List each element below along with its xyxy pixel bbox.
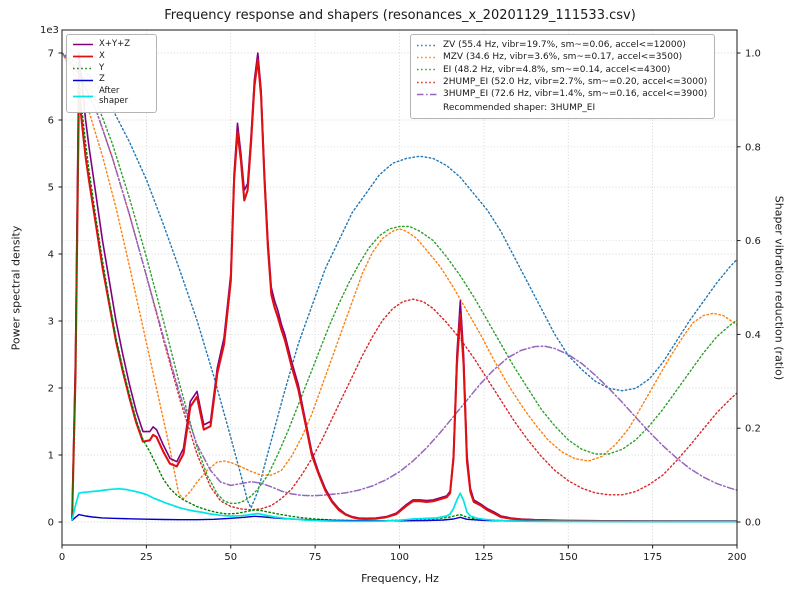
legend-entry-label: X+Y+Z (99, 39, 131, 49)
right-tick-label: 0.4 (745, 330, 761, 341)
left-tick-label: 0 (48, 518, 54, 529)
psd-series-x+y+z (71, 52, 737, 522)
x-axis-label: Frequency, Hz (361, 572, 439, 585)
chart-title: Frequency response and shapers (resonanc… (164, 8, 636, 23)
shaper-series-ei (62, 52, 737, 504)
legend-line-swatch (417, 44, 437, 46)
legend-entry: X (72, 50, 149, 62)
shaper-series-3humpei (62, 52, 737, 497)
psd-series-y (71, 79, 737, 523)
shaper-series-mzv (62, 52, 737, 500)
legend-line-swatch (417, 81, 437, 83)
legend-entry-label: MZV (34.6 Hz, vibr=3.6%, sm~=0.17, accel… (443, 52, 683, 63)
legend-entry-label: X (99, 50, 105, 61)
legend-line-swatch (73, 44, 93, 46)
legend-line-swatch (417, 69, 437, 71)
legend-line-swatch (73, 67, 93, 70)
legend-entry: 3HUMP_EI (72.6 Hz, vibr=1.4%, sm~=0.16, … (416, 89, 707, 99)
shaper-series-zv (62, 52, 737, 509)
x-tick-label: 25 (140, 552, 153, 563)
axis-offset-label: 1e3 (40, 25, 59, 36)
legend-entry-label: 3HUMP_EI (72.6 Hz, vibr=1.4%, sm~=0.16, … (443, 89, 708, 100)
shaper-legend: ZV (55.4 Hz, vibr=19.7%, sm~=0.06, accel… (410, 34, 716, 120)
x-tick-label: 150 (559, 552, 578, 563)
x-tick-label: 75 (309, 552, 322, 563)
x-tick-label: 0 (59, 552, 65, 563)
psd-series-x (71, 58, 737, 523)
x-tick-label: 175 (643, 552, 662, 563)
legend-entry-label: After shaper (99, 86, 129, 106)
right-tick-label: 0.8 (745, 142, 761, 153)
right-tick-label: 0.0 (745, 518, 761, 529)
legend-entry: Y (72, 62, 149, 74)
left-tick-label: 6 (48, 115, 54, 126)
legend-entry: X+Y+Z (72, 39, 149, 50)
legend-line-swatch (73, 95, 93, 98)
x-tick-label: 200 (727, 552, 746, 563)
recommended-shaper-note: Recommended shaper: 3HUMP_EI (443, 102, 596, 113)
left-tick-label: 2 (48, 384, 54, 395)
x-tick-label: 100 (390, 552, 409, 563)
legend-entry: After shaper (72, 86, 149, 107)
legend-entry-label: ZV (55.4 Hz, vibr=19.7%, sm~=0.06, accel… (443, 40, 686, 50)
legend-entry-label: 2HUMP_EI (52.0 Hz, vibr=2.7%, sm~=0.20, … (443, 77, 708, 88)
right-tick-label: 0.6 (745, 236, 761, 247)
shaper-series-2humpei (62, 52, 737, 511)
legend-entry-label: Z (99, 74, 105, 85)
left-tick-label: 5 (48, 182, 54, 193)
right-tick-label: 1.0 (745, 48, 761, 59)
legend-entry-label: Y (99, 62, 105, 73)
legend-line-swatch (417, 56, 437, 59)
psd-series-after (71, 487, 737, 523)
psd-series-z (71, 513, 737, 523)
left-tick-label: 1 (48, 451, 54, 462)
x-tick-label: 125 (474, 552, 493, 563)
legend-entry: ZV (55.4 Hz, vibr=19.7%, sm~=0.06, accel… (416, 40, 707, 50)
legend-line-swatch (73, 55, 93, 58)
right-tick-label: 0.2 (745, 424, 761, 435)
legend-entry: EI (48.2 Hz, vibr=4.8%, sm~=0.14, accel<… (416, 65, 707, 75)
x-tick-label: 50 (224, 552, 237, 563)
left-tick-label: 7 (48, 48, 54, 59)
left-tick-label: 4 (48, 249, 54, 260)
legend-line-swatch (417, 93, 437, 96)
legend-line-swatch (73, 79, 93, 81)
legend-entry-label: EI (48.2 Hz, vibr=4.8%, sm~=0.14, accel<… (443, 64, 671, 75)
psd-legend: X+Y+Z X Y Z After shaper (66, 34, 157, 113)
legend-entry: MZV (34.6 Hz, vibr=3.6%, sm~=0.17, accel… (416, 52, 707, 62)
left-tick-label: 3 (48, 317, 54, 328)
legend-entry: 2HUMP_EI (52.0 Hz, vibr=2.7%, sm~=0.20, … (416, 77, 707, 87)
legend-entry: Z (72, 75, 149, 85)
